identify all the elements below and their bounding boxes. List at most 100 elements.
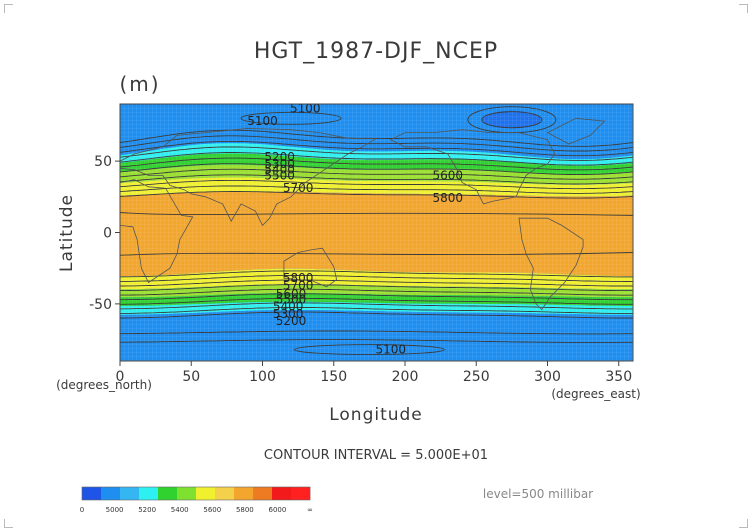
contour-line [120,297,633,305]
colorbar-label: 5200 [138,506,156,514]
contour-line [120,135,633,152]
colorbar-segment [139,487,159,500]
contour-label: 5600 [432,168,463,182]
x-axis-label: Longitude [329,405,423,425]
colorbar-label: 5800 [236,506,254,514]
contour-label: 5600 [276,287,307,301]
contour-line [120,157,633,171]
contour-line [120,252,633,256]
contour-line [120,174,633,185]
contour-label: 5400 [273,300,304,314]
contour-label: 5100 [290,101,321,115]
colorbar-segment [234,487,254,500]
x-tick-label: 50 [182,369,200,385]
contour-label: 5800 [283,271,314,285]
contour-interval-text: CONTOUR INTERVAL = 5.000E+01 [264,448,488,463]
crop-mark-bl [4,519,13,528]
x-tick-label: 0 [116,369,125,385]
coastline [120,179,194,284]
contour-line [120,163,633,176]
y-tick-label: -50 [89,297,112,313]
contour-label: 5200 [264,150,295,164]
contour-label: 5800 [432,191,463,205]
colorbar-segment [82,487,102,500]
contour-line [120,140,633,157]
contour-line [120,179,633,190]
contour-line [120,311,633,319]
colorbar-frame [81,486,311,501]
colorbar-segment [272,487,292,500]
contour-line [120,275,633,282]
colorbar-segment [291,487,311,500]
contour-line [120,284,633,292]
contour-label: 5500 [276,293,307,307]
x-tick-label: 300 [534,369,561,385]
x-tick-label: 200 [392,369,419,385]
contour-label: 5200 [276,314,307,328]
colorbar-label: 5400 [171,506,189,514]
contour-line [120,339,633,343]
contour-line [120,302,633,310]
chart-title: HGT_1987-DJF_NCEP [254,39,498,64]
contour-lines [120,106,633,356]
contour-line [120,168,633,180]
crop-mark-tr [739,4,748,13]
contour-line [120,212,633,216]
coastline [120,127,378,227]
contour-label: 5500 [264,168,295,182]
contour-label: 5100 [375,343,406,357]
x-tick-label: 350 [605,369,632,385]
y-axis-label: Latitude [57,194,77,272]
contour-label: 5300 [264,157,295,171]
colorbar-segment [196,487,216,500]
contour-line [120,185,633,194]
contour-line [120,279,633,287]
colorbar-label: 5000 [106,506,124,514]
contour-label: 5400 [264,163,295,177]
contour-line [293,344,445,356]
colorbar-label: 6000 [269,506,287,514]
contour-line [120,146,633,161]
coastline [389,129,556,205]
contour-line [120,293,633,301]
colorbar-labels: 0 5000 5200 5400 5600 5800 6000 ∞ [80,506,313,514]
contour-line [120,191,633,199]
crop-mark-br [739,519,748,528]
colorbar-segment [158,487,178,500]
crop-mark-tl [4,4,13,13]
units-label: (m) [119,72,160,96]
colorbar-label: ∞ [307,506,313,514]
y-tick-label: 50 [94,154,112,170]
contour-line [120,330,633,335]
colorbar-label: 5600 [203,506,221,514]
x-axis-ticks: 0 50 100 150 200 250 300 350 [116,361,632,385]
colorbar-segment [177,487,197,500]
x-tick-label: 150 [320,369,347,385]
level-text: level=500 millibar [483,487,593,501]
coastline [546,117,606,145]
contour-line [120,270,633,278]
contour-line [120,307,633,314]
y-unit-note: (degrees_north) [56,378,152,392]
x-tick-label: 250 [463,369,490,385]
coastlines [120,117,606,311]
contour-line [481,111,543,129]
y-axis-ticks: 50 0 -50 [89,154,120,313]
x-unit-note: (degrees_east) [551,387,640,401]
grid-overlay [120,104,633,361]
contour-label: 5100 [247,114,278,128]
coastline [518,217,584,311]
colorbar-label: 0 [80,506,84,514]
colorbar-segment [101,487,121,500]
x-tick-label: 100 [249,369,276,385]
contour-label: 5700 [283,278,314,292]
contour-line [120,288,633,296]
contour-label: 5700 [283,181,314,195]
colorbar [81,486,311,501]
coastline [283,247,338,288]
colorbar-segment [253,487,273,500]
colorbar-segment [120,487,140,500]
colorbar-segment [215,487,235,500]
